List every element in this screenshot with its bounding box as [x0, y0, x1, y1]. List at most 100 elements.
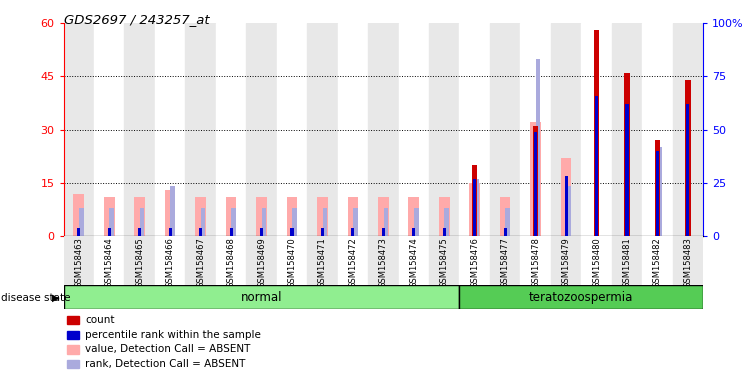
Bar	[64, 23, 94, 236]
Bar	[500, 197, 510, 236]
Bar	[594, 30, 599, 236]
Bar	[412, 228, 415, 236]
Bar	[277, 236, 307, 286]
Text: GSM158467: GSM158467	[196, 237, 205, 288]
Bar	[262, 208, 266, 236]
Bar	[470, 183, 480, 236]
Text: count: count	[85, 315, 114, 325]
Text: GSM158463: GSM158463	[74, 237, 83, 288]
Text: GSM158481: GSM158481	[622, 237, 631, 288]
Bar	[521, 23, 551, 236]
Bar	[155, 236, 186, 286]
Bar	[672, 23, 703, 236]
Text: normal: normal	[241, 291, 282, 304]
Bar	[108, 228, 111, 236]
Bar	[408, 197, 419, 236]
Bar	[490, 23, 521, 236]
Text: GSM158473: GSM158473	[378, 237, 388, 288]
Bar	[625, 104, 628, 236]
Bar	[104, 197, 114, 236]
Bar	[286, 197, 297, 236]
Text: GSM158480: GSM158480	[592, 237, 601, 288]
Text: GSM158472: GSM158472	[349, 237, 358, 288]
Bar	[216, 236, 246, 286]
Text: GSM158464: GSM158464	[105, 237, 114, 288]
Bar	[533, 126, 539, 236]
Text: rank, Detection Call = ABSENT: rank, Detection Call = ABSENT	[85, 359, 245, 369]
Bar	[337, 236, 368, 286]
Text: GDS2697 / 243257_at: GDS2697 / 243257_at	[64, 13, 209, 26]
Bar	[581, 236, 612, 286]
Text: GSM158470: GSM158470	[287, 237, 296, 288]
Text: percentile rank within the sample: percentile rank within the sample	[85, 330, 261, 340]
Bar	[595, 96, 598, 236]
Text: value, Detection Call = ABSENT: value, Detection Call = ABSENT	[85, 344, 251, 354]
Bar	[399, 23, 429, 236]
Bar	[472, 165, 477, 236]
Bar	[654, 140, 660, 236]
Bar	[64, 236, 94, 286]
Bar	[378, 197, 389, 236]
Text: GSM158465: GSM158465	[135, 237, 144, 288]
Text: GSM158478: GSM158478	[531, 237, 540, 288]
Bar	[186, 23, 216, 236]
Bar	[565, 177, 568, 236]
Bar	[459, 285, 703, 309]
Bar	[685, 80, 690, 236]
Text: GSM158466: GSM158466	[165, 237, 175, 288]
Bar	[352, 228, 355, 236]
Text: GSM158474: GSM158474	[409, 237, 418, 288]
Bar	[657, 147, 662, 236]
Bar	[64, 285, 459, 309]
Bar	[307, 23, 337, 236]
Bar	[503, 228, 506, 236]
Bar	[429, 236, 459, 286]
Text: disease state: disease state	[1, 293, 70, 303]
Bar	[226, 197, 236, 236]
Bar	[490, 236, 521, 286]
Bar	[534, 132, 537, 236]
Text: GSM158471: GSM158471	[318, 237, 327, 288]
Bar	[246, 23, 277, 236]
Bar	[124, 23, 155, 236]
Bar	[260, 228, 263, 236]
Bar	[368, 236, 399, 286]
Text: GSM158468: GSM158468	[227, 237, 236, 288]
Text: GSM158479: GSM158479	[562, 237, 571, 288]
Bar	[414, 208, 419, 236]
Bar	[643, 23, 672, 236]
Bar	[439, 197, 450, 236]
Bar	[348, 197, 358, 236]
Bar	[322, 208, 327, 236]
Bar	[230, 228, 233, 236]
Bar	[200, 208, 206, 236]
Bar	[77, 228, 80, 236]
Bar	[551, 23, 581, 236]
Bar	[168, 228, 172, 236]
Bar	[475, 179, 479, 236]
Bar	[307, 236, 337, 286]
Bar	[687, 104, 690, 236]
Bar	[581, 23, 612, 236]
Bar	[429, 23, 459, 236]
Bar	[551, 236, 581, 286]
Text: GSM158475: GSM158475	[440, 237, 449, 288]
Bar	[199, 228, 202, 236]
Bar	[135, 197, 145, 236]
Bar	[246, 236, 277, 286]
Bar	[138, 228, 141, 236]
Bar	[459, 236, 490, 286]
Bar	[155, 23, 186, 236]
Text: GSM158483: GSM158483	[684, 237, 693, 288]
Text: GSM158477: GSM158477	[500, 237, 509, 288]
Text: teratozoospermia: teratozoospermia	[529, 291, 634, 304]
Bar	[109, 208, 114, 236]
Bar	[473, 179, 476, 236]
Bar	[443, 228, 446, 236]
Bar	[216, 23, 246, 236]
Bar	[353, 208, 358, 236]
Bar	[231, 208, 236, 236]
Bar	[321, 228, 324, 236]
Bar	[536, 58, 540, 236]
Bar	[656, 151, 659, 236]
